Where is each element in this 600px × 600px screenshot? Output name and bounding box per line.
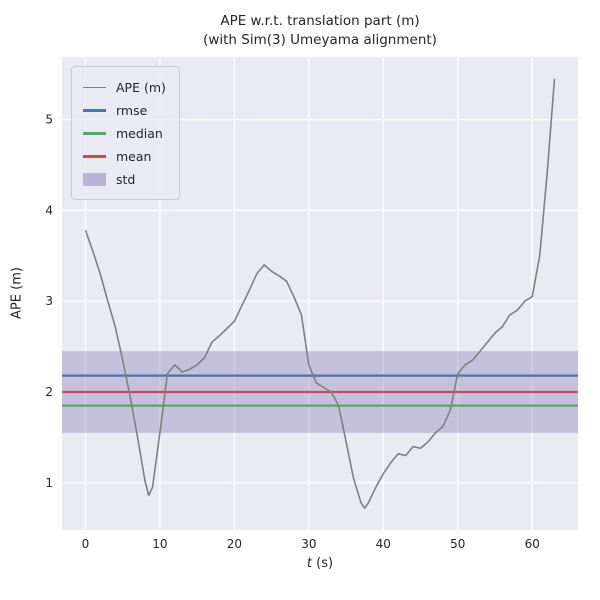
title-block: APE w.r.t. translation part (m) (with Si… (62, 12, 578, 50)
ape-line (84, 78, 556, 509)
legend-label-std: std (116, 172, 136, 187)
x-axis-label-unit: (s) (312, 556, 334, 571)
std-patch-swatch (83, 173, 106, 186)
legend-label-rmse: rmse (116, 103, 148, 118)
legend-label-median: median (116, 126, 163, 141)
x-tick-label: 30 (301, 537, 316, 551)
legend-item-mean: mean (83, 145, 166, 168)
legend-item-std: std (83, 168, 166, 191)
median-line-swatch (83, 132, 106, 135)
x-tick-label: 10 (152, 537, 167, 551)
x-tick-label: 0 (82, 537, 90, 551)
x-tick-label: 50 (450, 537, 465, 551)
x-axis-label: t (s) (62, 556, 578, 571)
chart-subtitle: (with Sim(3) Umeyama alignment) (203, 31, 437, 48)
legend: APE (m) rmse median mean std (71, 66, 180, 200)
legend-item-median: median (83, 122, 166, 145)
legend-item-rmse: rmse (83, 99, 166, 122)
x-axis-label-var: t (306, 556, 313, 571)
x-tick-label: 40 (376, 537, 391, 551)
chart-title: APE w.r.t. translation part (m) (220, 13, 420, 29)
legend-label-mean: mean (116, 149, 152, 164)
y-tick-label: 2 (45, 385, 53, 399)
y-tick-label: 3 (45, 294, 53, 308)
x-tick-label: 60 (525, 537, 540, 551)
ape-line-swatch (83, 86, 106, 89)
mean-line-swatch (83, 155, 106, 158)
rmse-line-swatch (83, 109, 106, 112)
x-tick-label: 20 (227, 537, 242, 551)
y-axis-label: APE (m) (9, 267, 25, 319)
legend-label-ape: APE (m) (116, 80, 166, 95)
y-tick-label: 5 (45, 113, 53, 127)
y-tick-label: 1 (45, 476, 53, 490)
y-tick-label: 4 (45, 203, 53, 217)
legend-item-ape: APE (m) (83, 76, 166, 99)
